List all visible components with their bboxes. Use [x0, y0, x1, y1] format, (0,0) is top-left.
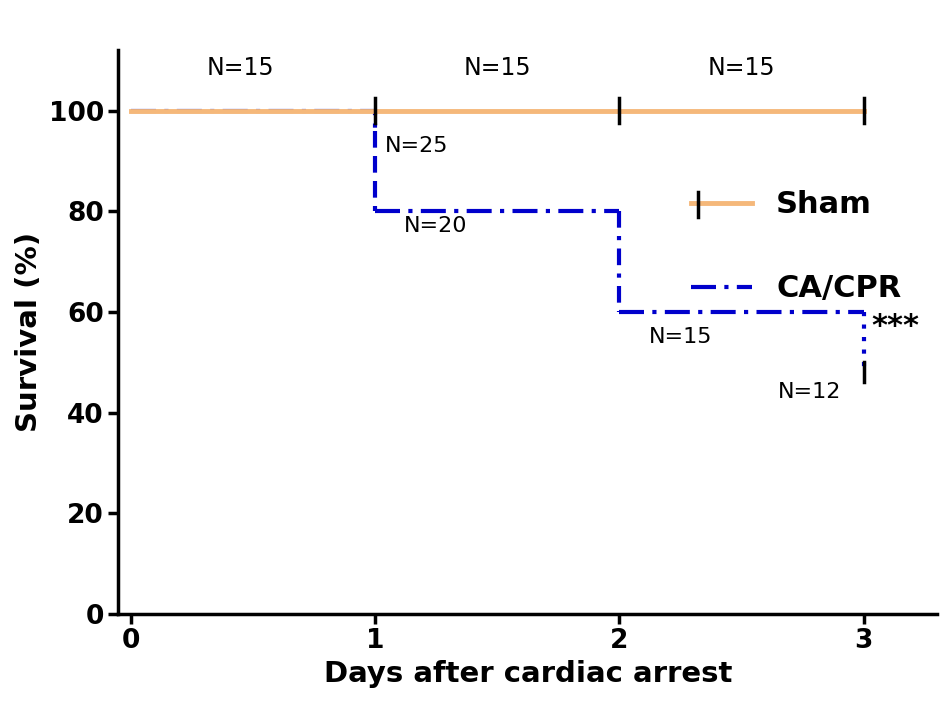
X-axis label: Days after cardiac arrest: Days after cardiac arrest [324, 660, 732, 688]
Text: N=15: N=15 [648, 327, 712, 347]
Text: N=12: N=12 [778, 382, 842, 402]
Text: ***: *** [871, 312, 919, 342]
Text: N=15: N=15 [207, 56, 274, 80]
Text: N=15: N=15 [464, 56, 531, 80]
Text: N=15: N=15 [707, 56, 775, 80]
Text: N=25: N=25 [385, 136, 448, 156]
Y-axis label: Survival (%): Survival (%) [15, 232, 43, 432]
Legend: Sham, CA/CPR: Sham, CA/CPR [678, 178, 914, 316]
Text: N=20: N=20 [405, 217, 467, 236]
